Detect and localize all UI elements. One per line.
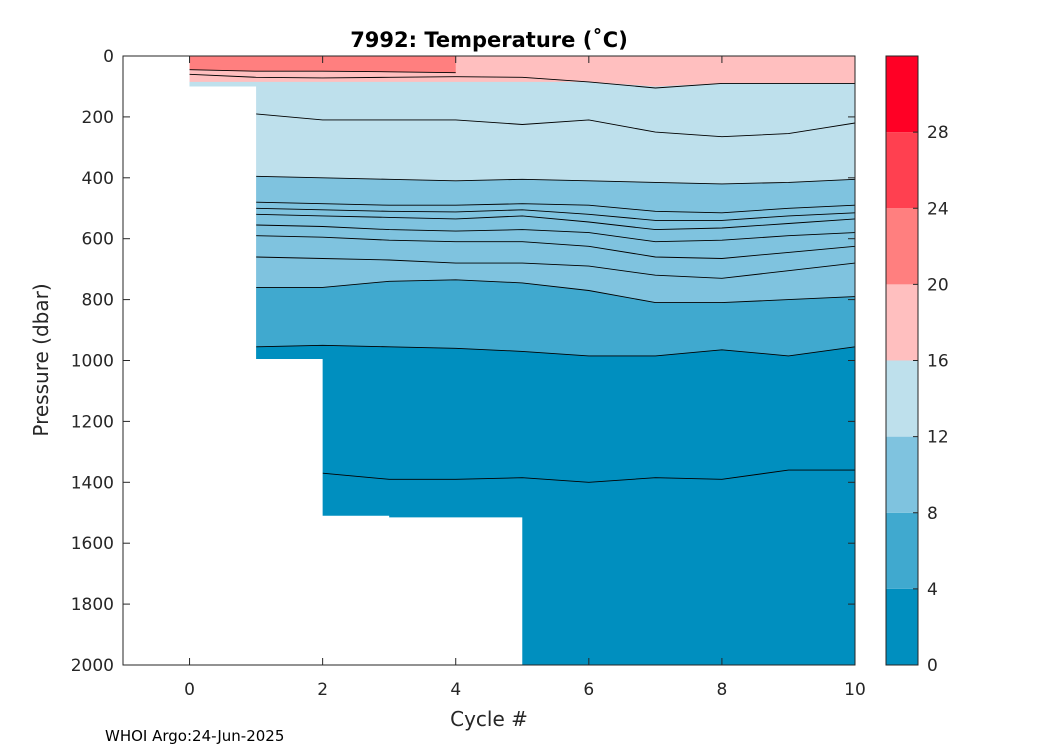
colorbar-swatch — [886, 588, 918, 665]
x-tick-label: 4 — [450, 680, 461, 700]
isotherm-3 — [322, 469, 855, 483]
y-tick-label: 1600 — [71, 534, 114, 554]
isotherm-10-5 — [256, 207, 855, 221]
y-axis: 0 200 400 600 800 1000 1200 1400 1600 1800 2000 — [71, 47, 855, 676]
isotherm-6 — [256, 279, 855, 304]
isotherm-9 — [256, 224, 855, 243]
x-tick-label: 2 — [317, 680, 328, 700]
isotherm-10 — [256, 213, 855, 231]
x-tick-label: 8 — [716, 680, 727, 700]
colorbar-tick-label: 0 — [927, 656, 938, 676]
temperature-section — [123, 56, 855, 665]
chart-title: 7992: Temperature (˚C) — [350, 28, 628, 52]
isotherm-11 — [256, 201, 855, 214]
colorbar: 0 4 8 12 16 20 24 28 — [885, 55, 949, 676]
surface-band-1 — [189, 56, 456, 73]
colorbar-swatch — [886, 56, 918, 133]
y-tick-label: 1800 — [71, 595, 114, 615]
isotherm-7 — [256, 256, 855, 279]
isotherm-12 — [256, 175, 855, 185]
colorbar-swatch — [886, 436, 918, 513]
x-axis-label: Cycle # — [450, 707, 528, 731]
no-data-mask — [123, 56, 855, 665]
band-12-16 — [189, 56, 855, 184]
x-tick-label: 0 — [184, 680, 195, 700]
y-tick-label: 0 — [103, 47, 114, 67]
colorbar-swatch — [886, 512, 918, 589]
colorbar-tick-label: 8 — [927, 504, 938, 524]
isotherm-18 — [189, 73, 855, 89]
y-tick-label: 1000 — [71, 352, 114, 372]
isotherm-8 — [256, 235, 855, 259]
colorbar-tick-label: 16 — [927, 352, 949, 372]
colorbar-swatch — [886, 208, 918, 285]
y-tick-label: 2000 — [71, 656, 114, 676]
y-tick-label: 400 — [82, 169, 114, 189]
y-tick-label: 600 — [82, 230, 114, 250]
y-tick-label: 1400 — [71, 473, 114, 493]
footer-credit: WHOI Argo:24-Jun-2025 — [105, 727, 284, 745]
x-tick-label: 10 — [844, 680, 866, 700]
colorbar-tick-label: 20 — [927, 275, 949, 295]
colorbar-tick-label: 24 — [927, 199, 949, 219]
colorbar-tick-label: 4 — [927, 580, 938, 600]
y-tick-label: 800 — [82, 291, 114, 311]
colorbar-tick-label: 28 — [927, 123, 949, 143]
isotherm-4 — [256, 344, 855, 357]
temperature-fill-bands — [189, 56, 855, 665]
colorbar-swatch — [886, 132, 918, 209]
isotherm-16 — [256, 113, 855, 138]
isotherm-20 — [189, 69, 456, 74]
y-tick-label: 1200 — [71, 412, 114, 432]
x-tick-label: 6 — [583, 680, 594, 700]
y-axis-label: Pressure (dbar) — [29, 283, 53, 436]
colorbar-tick-label: 12 — [927, 428, 949, 448]
colorbar-swatch — [886, 360, 918, 437]
isotherm-lines — [189, 69, 855, 483]
y-tick-label: 200 — [82, 108, 114, 128]
x-axis: 0 2 4 6 8 10 — [184, 56, 866, 700]
below-profile-mask — [123, 56, 855, 665]
colorbar-swatch — [886, 284, 918, 361]
